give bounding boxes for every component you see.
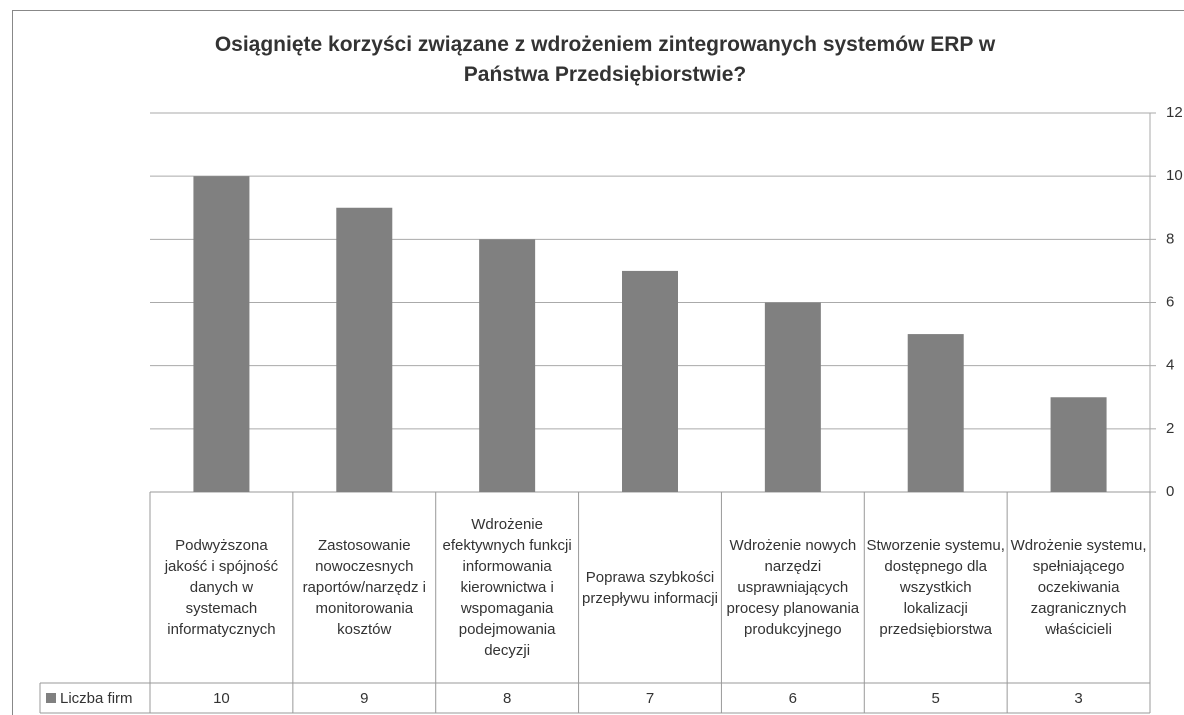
category-label: Stworzenie systemu, dostępnego dla wszys… xyxy=(866,537,1005,638)
value-label: 6 xyxy=(788,689,798,707)
bar xyxy=(479,239,536,492)
category-label: Wdrożenie efektywnych funkcji informowan… xyxy=(442,516,572,659)
category-label: Wdrożenie systemu, spełniającego oczekiw… xyxy=(1010,537,1147,638)
category-label: Poprawa szybkości przepływu informacji xyxy=(582,568,718,607)
category-label: Zastosowanie nowoczesnych raportów/narzę… xyxy=(302,537,426,638)
category-label: Podwyższona jakość i spójność danych w s… xyxy=(164,537,279,638)
bar xyxy=(1050,397,1107,492)
y-tick-label: 10 xyxy=(1166,167,1183,184)
value-label: 3 xyxy=(1074,689,1083,707)
y-tick-label: 2 xyxy=(1166,420,1174,437)
legend-swatch xyxy=(46,693,56,703)
y-tick-label: 4 xyxy=(1166,357,1174,374)
chart-title: Osiągnięte korzyści związane z wdrożenie… xyxy=(214,33,996,86)
bar xyxy=(764,302,821,492)
bar xyxy=(336,207,393,492)
value-label: 5 xyxy=(931,689,940,707)
bar xyxy=(193,176,250,492)
y-tick-label: 0 xyxy=(1166,483,1174,500)
y-tick-label: 12 xyxy=(1166,104,1183,121)
y-tick-label: 6 xyxy=(1166,293,1174,310)
bar xyxy=(907,334,964,492)
legend-label: Liczba firm xyxy=(60,689,133,707)
bar xyxy=(622,270,678,492)
y-tick-label: 8 xyxy=(1166,230,1174,247)
category-label: Wdrożenie nowych narzędzi usprawniającyc… xyxy=(726,537,860,638)
value-label: 7 xyxy=(645,689,655,707)
chart-frame xyxy=(12,10,1184,715)
value-label: 10 xyxy=(213,689,230,707)
value-label: 9 xyxy=(360,689,369,707)
value-label: 8 xyxy=(502,689,512,707)
